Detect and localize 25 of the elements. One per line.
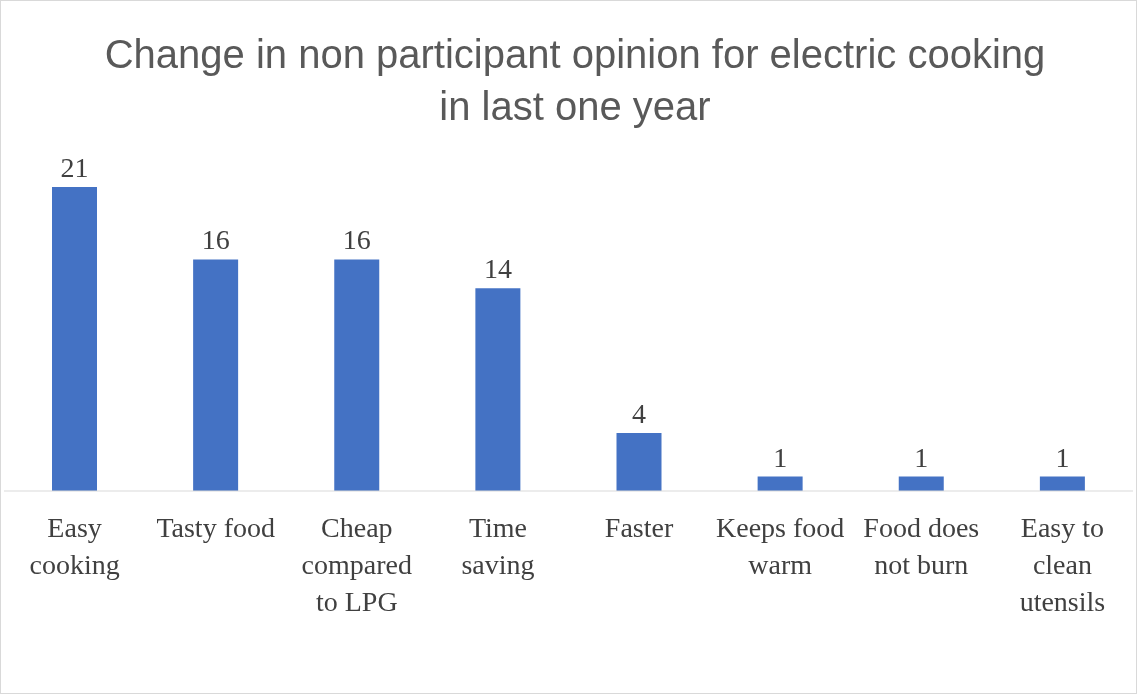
data-label: 16 [342, 224, 371, 256]
data-label: 14 [483, 253, 512, 285]
data-label: 21 [60, 152, 89, 183]
bar [52, 187, 97, 491]
data-label: 16 [201, 224, 230, 256]
x-tick-label: Food does not burn [863, 512, 980, 580]
x-tick-label: Time saving [461, 512, 535, 580]
x-tick-label: Faster [604, 512, 674, 543]
x-tick-label: Cheap compared to LPG [301, 512, 413, 617]
data-label: 1 [773, 441, 788, 473]
bar [334, 259, 380, 491]
bar [193, 259, 239, 491]
data-label: 1 [1055, 441, 1070, 473]
bar [616, 433, 662, 491]
data-label: 4 [632, 398, 646, 430]
chart-title: Change in non participant opinion for electric cooking in last one year [103, 31, 1047, 130]
bar [898, 476, 944, 491]
bar [757, 476, 803, 491]
x-tick-label: Easy cooking [29, 512, 120, 580]
bar [1039, 476, 1085, 491]
x-tick-label: Tasty food [156, 512, 275, 543]
x-tick-label: Keeps food warm [716, 512, 845, 580]
x-tick-label: Easy to clean utensils [1019, 512, 1106, 617]
data-label: 1 [914, 441, 929, 473]
bar [475, 288, 521, 491]
